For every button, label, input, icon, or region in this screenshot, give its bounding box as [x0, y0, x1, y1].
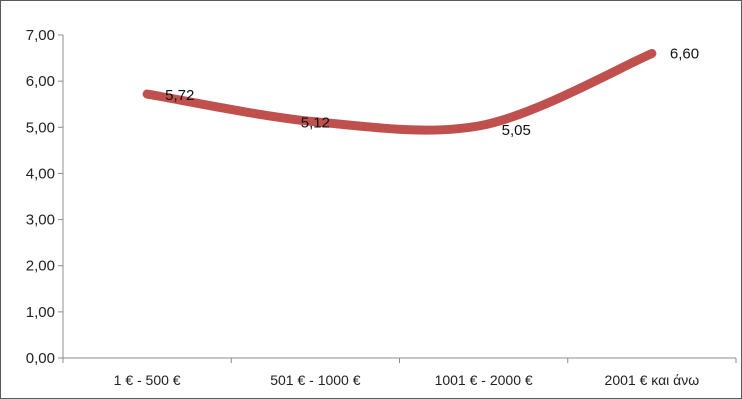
series-line: [142, 48, 657, 135]
y-tick-label: 2,00: [26, 258, 55, 275]
x-tick-label: 501 € - 1000 €: [270, 372, 361, 388]
data-label: 5,12: [301, 115, 330, 132]
x-axis: 1 € - 500 € 501 € - 1000 € 1001 € - 2000 €…: [62, 357, 737, 388]
x-tick-label: 2001 € και άνω: [605, 372, 700, 388]
y-tick-label: 4,00: [26, 165, 55, 182]
data-label: 5,72: [165, 87, 194, 104]
y-tick-label: 3,00: [26, 212, 55, 229]
data-point: [314, 120, 317, 123]
data-label: 6,60: [670, 45, 699, 62]
data-point: [650, 52, 653, 55]
y-tick-label: 0,00: [26, 350, 55, 367]
data-label: 5,05: [502, 122, 531, 139]
y-tick-label: 5,00: [26, 119, 55, 136]
x-tick-label: 1001 € - 2000 €: [435, 372, 533, 388]
y-tick-label: 6,00: [26, 73, 55, 90]
data-labels: 5,72 5,12 5,05 6,60: [165, 45, 699, 139]
series-group: [142, 48, 657, 135]
data-point: [482, 123, 485, 126]
y-tick-label: 7,00: [26, 27, 55, 44]
x-tick-label: 1 € - 500 €: [114, 372, 181, 388]
y-axis: 0,00 1,00 2,00 3,00 4,00 5,00 6,00 7,00: [26, 27, 64, 367]
data-point: [146, 93, 149, 96]
y-tick-label: 1,00: [26, 304, 55, 321]
